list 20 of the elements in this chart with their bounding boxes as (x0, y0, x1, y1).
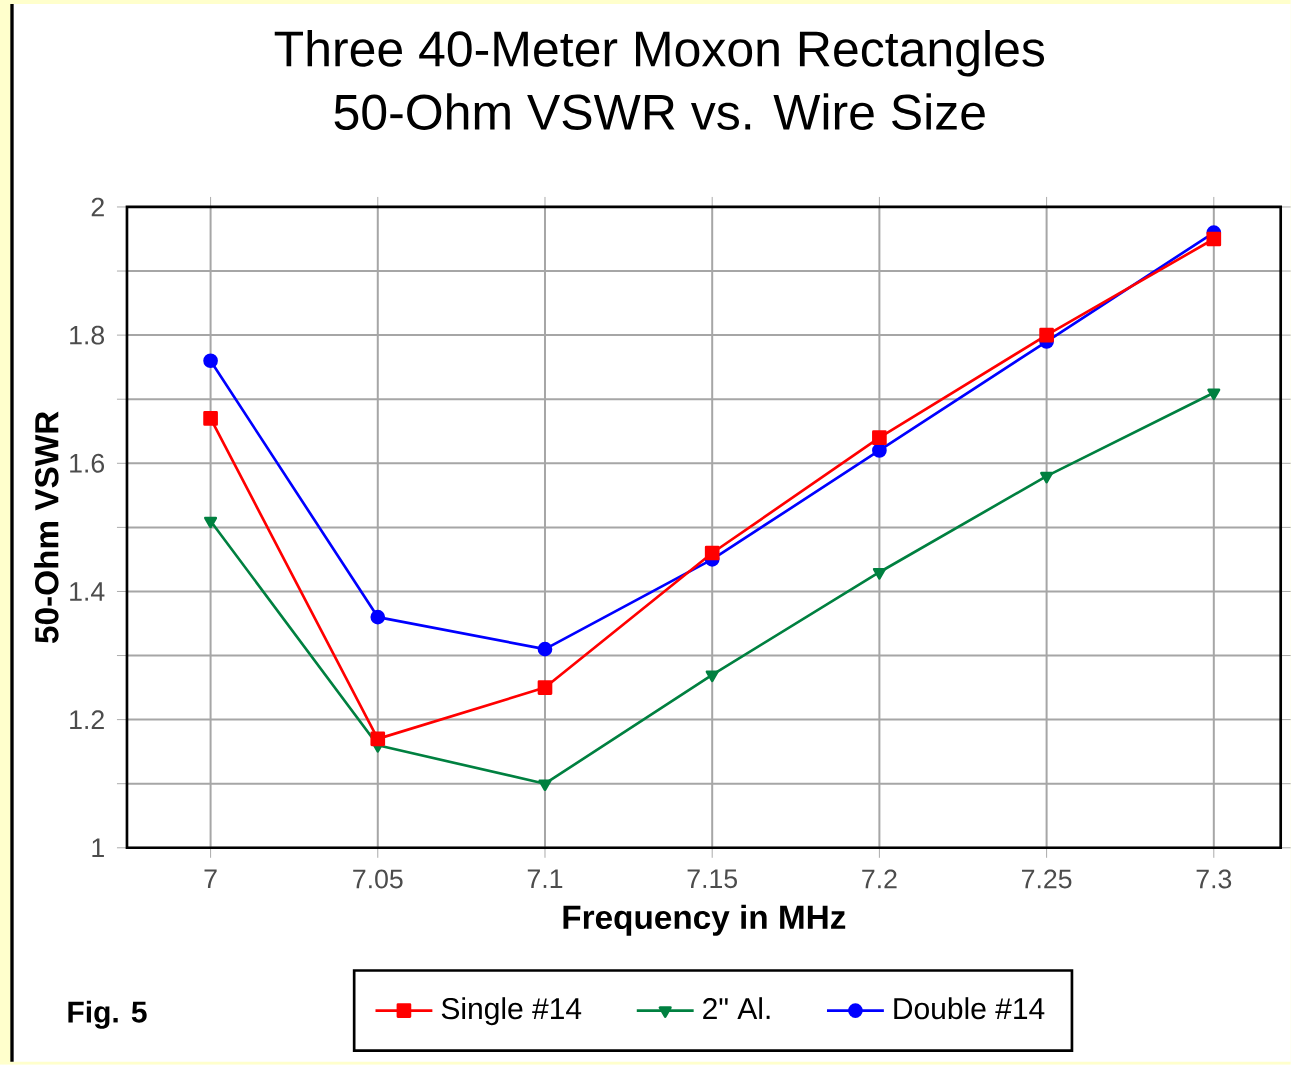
chart-title: Three 40-Meter Moxon Rectangles 50-Ohm VSWR vs. Wire Size (274, 30, 1045, 131)
x-tick-label: 7.05 (353, 869, 403, 889)
y-tick-label: 1.2 (70, 710, 104, 730)
y-tick-label: 1 (92, 838, 104, 858)
legend-label: Single #14 (441, 997, 582, 1026)
caption: Fig. 5 (68, 1000, 147, 1029)
x-axis-title: Frequency in MHz (563, 904, 846, 936)
x-tick-label: 7.25 (1022, 869, 1072, 889)
x-tick-label: 7 (204, 869, 217, 889)
x-tick-label: 7.3 (1196, 869, 1232, 889)
legend-label: Double #14 (894, 997, 1045, 1020)
y-tick-label: 2 (91, 197, 104, 217)
x-tick-label: 7.2 (862, 869, 897, 889)
y-tick-label: 1.8 (70, 325, 105, 345)
y-tick-label: 1.6 (70, 453, 105, 473)
legend-label: 2" Al. (703, 997, 770, 1020)
x-tick-label: 7.1 (527, 869, 563, 889)
y-tick-label: 1.4 (70, 582, 105, 601)
y-axis-title: 50-Ohm VSWR (34, 411, 59, 644)
x-tick-label: 7.15 (687, 869, 737, 889)
